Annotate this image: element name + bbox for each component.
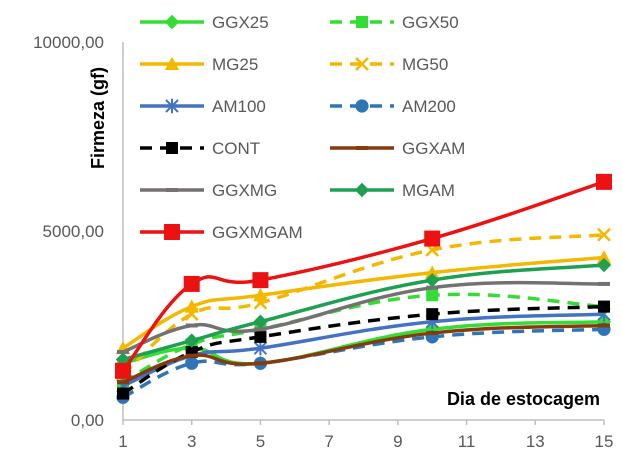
x-tick-label: 15	[595, 432, 614, 451]
legend-item-ggx50: GGX50	[330, 13, 459, 32]
x-tick-marks	[122, 420, 605, 425]
x-tick-label: 11	[458, 432, 476, 451]
legend-marker	[164, 56, 180, 70]
series-line-ggxam	[122, 323, 605, 384]
legend-item-ggxmgam: GGXMGAM	[140, 223, 303, 242]
data-point-ggxam	[426, 331, 439, 336]
legend-item-cont: CONT	[140, 139, 260, 158]
x-tick-label: 7	[324, 432, 333, 451]
legend-label: GGX50	[402, 13, 459, 32]
legend-item-ggxmg: GGXMG	[140, 181, 277, 200]
x-tick-label: 5	[256, 432, 265, 451]
legend-item-ggxam: GGXAM	[330, 139, 465, 158]
legend-label: MGAM	[402, 181, 455, 200]
series-line-ggxmgam	[121, 180, 605, 372]
data-point-cont	[117, 387, 129, 400]
data-point-cont	[254, 330, 267, 343]
data-point-mgam	[425, 272, 440, 288]
data-point-am200	[185, 356, 199, 370]
data-point-ggxam	[598, 323, 610, 328]
series-line-ggxmg	[122, 280, 605, 354]
x-tick-labels: 1 3 5 7 9 11 13 15	[118, 432, 613, 451]
series-layer	[115, 173, 612, 404]
data-point-ggx50	[426, 289, 439, 302]
y-tick-label: 5000,00	[43, 222, 104, 241]
x-tick-label: 9	[393, 432, 402, 451]
legend-marker	[355, 57, 369, 71]
series-ggxam	[117, 323, 610, 385]
series-line-mg50	[121, 233, 605, 376]
data-point-mg50	[253, 295, 268, 310]
x-tick-label: 13	[526, 432, 545, 451]
legend-label: MG25	[212, 55, 258, 74]
legend-label: GGXAM	[402, 139, 465, 158]
x-tick-label: 1	[118, 432, 127, 451]
data-point-cont	[598, 300, 610, 313]
legend-marker	[355, 99, 369, 113]
data-point-ggxam	[185, 353, 198, 358]
legend-marker	[166, 188, 178, 192]
series-line-mg25	[122, 255, 605, 350]
data-point-mgam	[184, 333, 199, 348]
y-tick-label: 10000,00	[33, 33, 104, 52]
legend-label: AM100	[212, 97, 266, 116]
legend-marker	[164, 14, 180, 30]
y-tick-label: 0,00	[71, 411, 104, 430]
x-axis-title: Dia de estocagem	[447, 389, 600, 409]
data-point-ggxmgam	[183, 275, 200, 292]
data-point-mg50	[597, 227, 611, 242]
data-point-ggxmg	[426, 285, 439, 290]
data-point-ggxmg	[254, 327, 267, 332]
legend-marker	[164, 224, 180, 240]
series-line-cont	[122, 304, 605, 396]
legend-label: GGXMG	[212, 181, 277, 200]
data-point-am100	[253, 340, 268, 356]
data-point-ggxmg	[185, 323, 198, 328]
data-point-cont	[426, 308, 439, 321]
legend-label: GGX25	[212, 13, 269, 32]
data-point-ggxmg	[598, 281, 610, 286]
data-point-ggxmg	[117, 349, 129, 354]
data-point-mg25	[596, 250, 612, 264]
legend-item-mg50: MG50	[330, 55, 448, 74]
data-point-mg50	[184, 307, 199, 322]
legend-marker	[356, 146, 368, 150]
x-tick-label: 3	[187, 432, 196, 451]
data-point-ggxmgam	[424, 230, 441, 247]
legend-label: MG50	[402, 55, 448, 74]
legend: GGX25 GGX50 MG25 MG50 AM100 AM200 CONT GGXAM GGX…	[140, 13, 465, 242]
legend-item-mg25: MG25	[140, 55, 258, 74]
data-point-mgam	[253, 314, 268, 329]
legend-marker	[165, 98, 179, 114]
series-ggxmg	[117, 280, 610, 354]
legend-item-ggx25: GGX25	[140, 13, 269, 32]
legend-marker	[356, 16, 368, 28]
data-point-ggxam	[254, 361, 267, 366]
series-line-mgam	[122, 263, 605, 362]
data-point-ggxmgam	[115, 362, 131, 379]
legend-marker	[166, 142, 178, 154]
legend-label: AM200	[402, 97, 456, 116]
data-point-ggxmgam	[596, 173, 612, 190]
data-point-mg25	[425, 265, 440, 279]
y-axis-title: Firmeza (gf)	[88, 67, 108, 169]
legend-item-am100: AM100	[140, 97, 266, 116]
legend-item-am200: AM200	[330, 97, 456, 116]
legend-item-mgam: MGAM	[330, 181, 455, 200]
data-point-ggxam	[117, 380, 129, 385]
legend-marker	[354, 182, 370, 198]
legend-label: CONT	[212, 139, 260, 158]
y-tick-labels: 0,00 5000,00 10000,00	[33, 33, 104, 430]
data-point-mgam	[596, 257, 612, 273]
legend-label: GGXMGAM	[212, 223, 303, 242]
series-ggxmgam	[115, 173, 612, 379]
data-point-ggxmgam	[252, 272, 269, 289]
